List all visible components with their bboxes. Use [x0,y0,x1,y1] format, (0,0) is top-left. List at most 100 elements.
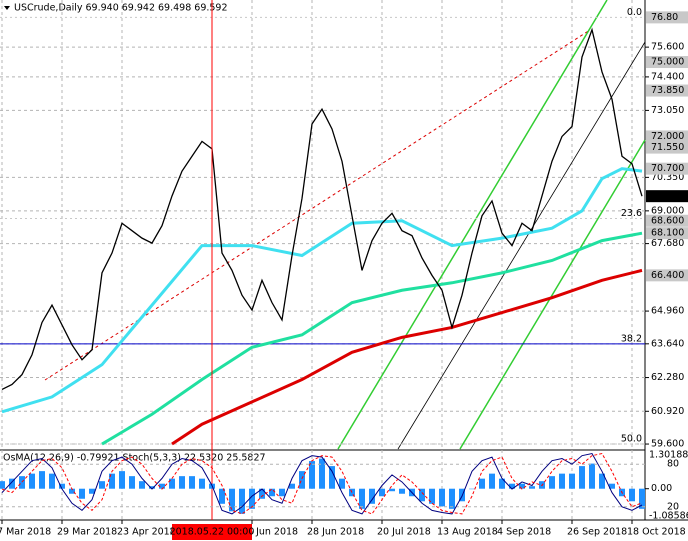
osma-bar [139,481,145,489]
osma-bar [259,488,265,499]
osma-bar [69,488,75,494]
x-tick-label: 20 Jul 2018 [377,527,431,538]
price-line [1,27,643,391]
x-tick-label: 13 Aug 2018 [437,527,498,538]
menu-icon[interactable] [4,6,10,10]
level-box [646,162,688,175]
osma-bar [479,478,485,489]
osma-bar [199,478,205,489]
osma-bar [269,488,275,497]
level-box [646,227,688,240]
trend-lines [44,0,646,450]
y-tick-label: 63.640 [651,338,684,349]
osma-bar [469,488,475,490]
level-box [646,269,688,282]
y-tick-label: 69.000 [651,205,684,216]
level-label: 72.000 [651,131,684,142]
osma-bar [549,476,555,489]
level-box [646,11,688,24]
level-box [646,141,688,154]
current-price-label: 69.592 [651,191,684,202]
osma-bar [439,488,445,507]
osma-bar [509,483,515,489]
osma-tick-label: 0.00 [651,483,672,494]
osma-bar [429,488,435,504]
osma-bar [489,473,495,489]
fib-label: 0.0 [627,7,642,18]
osma-bar [239,488,245,514]
x-tick-label: 23 Apr 2018 [117,527,176,538]
osma-bar [49,473,55,489]
x-tick-label: 29 Mar 2018 [57,527,117,538]
osma-bar [329,466,335,489]
stoch-line [1,452,643,515]
level-box [646,214,688,227]
level-box [646,84,688,97]
level-box [646,130,688,143]
y-tick-label: 70.350 [651,172,684,183]
osma-bar [449,488,455,509]
osma-bar [609,483,615,489]
stoch-line [1,452,643,515]
y-tick-label: 64.960 [651,306,684,317]
level-label: 68.100 [651,228,684,239]
stoch-tick-label: 80 [667,459,679,470]
level-label: 71.550 [651,142,684,153]
osma-bar [319,458,325,489]
osma-bar [0,481,5,489]
osma-bar [629,488,635,502]
osma-bar [279,488,285,497]
osma-bar [309,461,315,489]
moving-average [101,231,643,446]
osma-bar [379,488,385,497]
y-tick-label: 59.600 [651,439,684,450]
osma-bar [109,473,115,489]
osma-bar [39,471,45,489]
osma-bar [369,488,375,504]
fib-label: 38.2 [621,333,642,344]
channel-line [337,0,608,450]
y-tick-label: 74.400 [651,71,684,82]
date-marker-label: 2018.05.22 00:00 [170,527,255,538]
x-tick-label: 4 Sep 2018 [497,527,551,538]
osma-range-label: -1.08586 [649,511,688,522]
osma-bar [529,486,535,489]
osma-range-label: 1.30188 [649,450,688,461]
osma-bar [79,488,85,499]
osma-bar [519,483,525,489]
level-label: 68.600 [651,215,684,226]
y-tick-label: 75.600 [651,42,684,53]
level-label: 73.850 [651,85,684,96]
osma-bar [59,483,65,489]
osma-bar [119,471,125,489]
moving-average [171,268,643,446]
osma-bar [569,473,575,489]
y-tick-label: 67.680 [651,238,684,249]
osma-bar [589,463,595,489]
osma-bar [499,478,505,489]
channel-line [459,139,646,450]
x-tick-label: 18 Oct 2018 [627,527,686,538]
x-tick-label: 26 Sep 2018 [567,527,627,538]
y-tick-label: 62.280 [651,372,684,383]
osma-bar [639,488,645,509]
x-tick-label: 7 Mar 2018 [0,527,51,538]
osma-bar [579,466,585,489]
osma-bar [19,476,25,489]
osma-bar [219,488,225,504]
osma-bar [179,476,185,489]
osma-bar [389,488,395,492]
level-label: 75.000 [651,57,684,68]
osma-bar [249,488,255,509]
channel-line [397,41,646,450]
y-tick-label: 73.050 [651,105,684,116]
level-label: 76.80 [651,12,678,23]
x-tick-label: 6 Jun 2018 [247,527,298,538]
osma-bar [129,476,135,489]
moving-average [1,167,643,414]
osma-bar [149,486,155,489]
osma-bar [169,478,175,489]
osma-bar [419,488,425,502]
